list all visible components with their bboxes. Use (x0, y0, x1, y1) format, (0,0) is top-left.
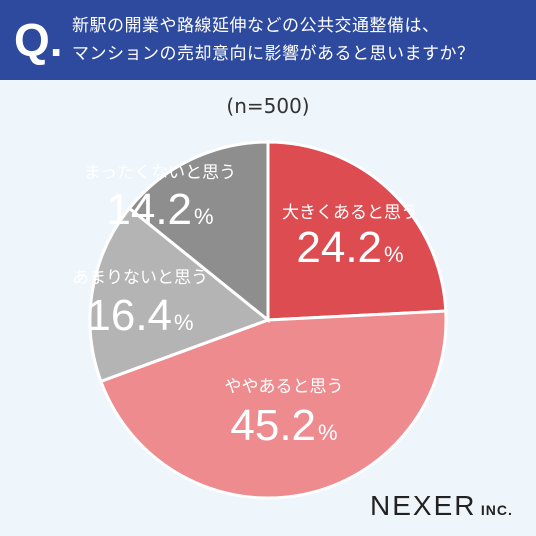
slice-value-3: 16.4% (86, 291, 193, 340)
pie-slice-1 (266, 140, 448, 322)
question-text: 新駅の開業や路線延伸などの公共交通整備は、 マンションの売却意向に影響があると思… (72, 12, 528, 68)
pie-slice-4 (127, 140, 270, 324)
slice-label-1: 大きくあると思う (282, 203, 418, 223)
brand-name: NEXER (370, 490, 477, 521)
slice-value-2: 45.2% (230, 401, 337, 450)
pie-slice-3 (88, 206, 272, 384)
sample-size-label: (n=500) (226, 94, 310, 118)
question-header: Q. 新駅の開業や路線延伸などの公共交通整備は、 マンションの売却意向に影響があ… (0, 0, 536, 80)
brand-logo: NEXER INC. (370, 490, 513, 522)
slice-value-4: 14.2% (106, 185, 213, 234)
q-badge: Q. (14, 14, 63, 66)
slice-label-2: ややあると思う (225, 377, 344, 397)
slice-label-3: あまりないと思う (72, 268, 208, 288)
brand-suffix: INC. (480, 502, 513, 518)
question-line-1: 新駅の開業や路線延伸などの公共交通整備は、 (72, 16, 440, 36)
question-line-2: マンションの売却意向に影響があると思いますか？ (72, 44, 475, 64)
pie-slice-2 (98, 309, 448, 500)
slice-label-4: まったくないと思う (84, 163, 236, 183)
slice-value-1: 24.2% (296, 223, 403, 272)
